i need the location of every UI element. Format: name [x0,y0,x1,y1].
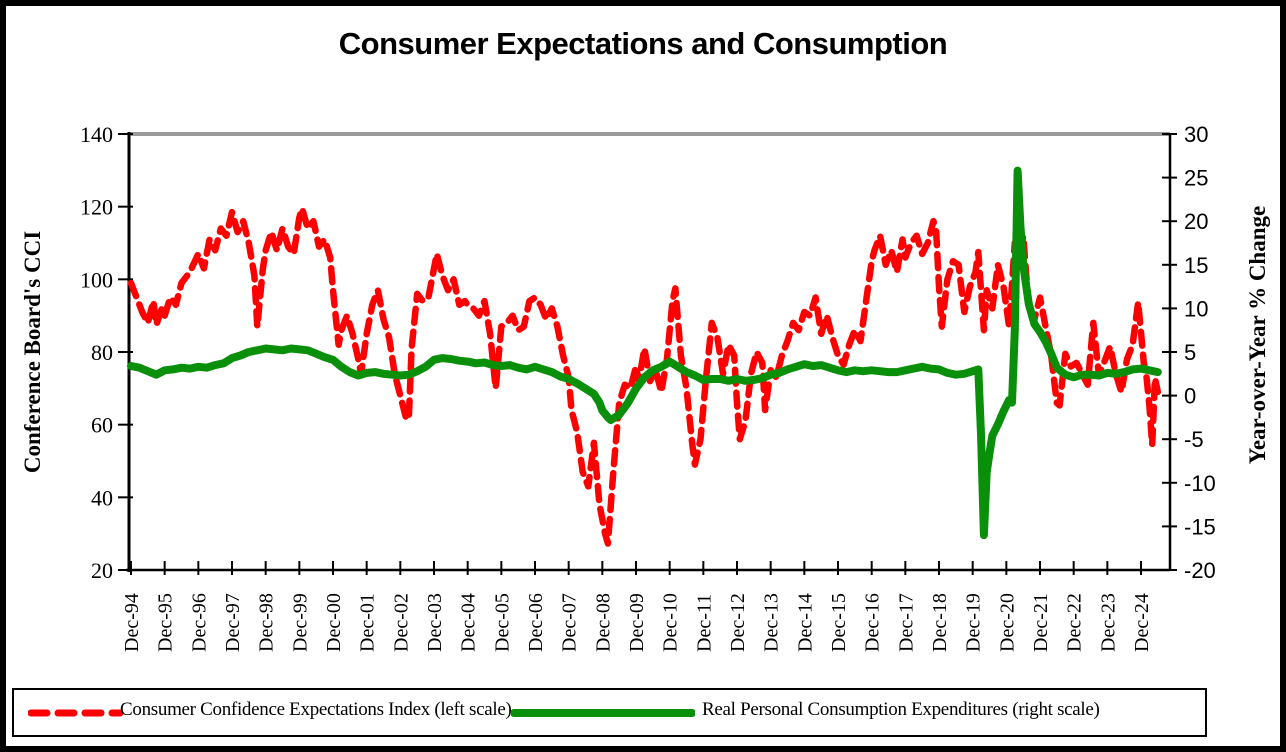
svg-text:Dec-95: Dec-95 [155,593,177,652]
svg-text:0: 0 [1184,384,1196,409]
svg-text:100: 100 [80,267,113,292]
green-solid-line-sample [511,709,695,717]
svg-text:Dec-22: Dec-22 [1064,593,1086,652]
svg-text:20: 20 [1184,209,1208,234]
svg-text:Dec-04: Dec-04 [458,593,480,652]
svg-text:20: 20 [91,558,113,583]
svg-text:120: 120 [80,195,113,220]
svg-text:Dec-06: Dec-06 [525,593,547,652]
svg-text:Dec-12: Dec-12 [727,593,749,652]
svg-text:140: 140 [80,122,113,147]
svg-text:Dec-02: Dec-02 [390,593,412,652]
svg-text:Dec-16: Dec-16 [862,593,884,652]
svg-text:Dec-13: Dec-13 [761,593,783,652]
svg-text:Dec-98: Dec-98 [256,593,278,652]
svg-text:80: 80 [91,340,113,365]
svg-text:25: 25 [1184,166,1208,191]
legend-label-cci: Consumer Confidence Expectations Index (… [120,699,512,720]
svg-text:-5: -5 [1184,427,1204,452]
svg-text:Dec-99: Dec-99 [289,593,311,652]
svg-text:Dec-21: Dec-21 [1030,593,1052,652]
svg-text:-20: -20 [1184,558,1216,583]
svg-text:Dec-01: Dec-01 [357,593,379,652]
svg-text:Dec-05: Dec-05 [491,593,513,652]
svg-text:Dec-00: Dec-00 [323,593,345,652]
svg-text:Dec-03: Dec-03 [424,593,446,652]
svg-text:Dec-09: Dec-09 [626,593,648,652]
svg-text:Dec-14: Dec-14 [794,593,816,652]
svg-text:Dec-08: Dec-08 [592,593,614,652]
svg-text:Dec-17: Dec-17 [895,593,917,652]
svg-text:-10: -10 [1184,471,1216,496]
legend-label-pce: Real Personal Consumption Expenditures (… [702,699,1100,720]
svg-text:Dec-23: Dec-23 [1097,593,1119,652]
red-dashed-line-sample [28,709,123,717]
chart-title: Consumer Expectations and Consumption [338,26,948,61]
svg-text:Dec-97: Dec-97 [222,593,244,652]
right-axis-title: Year-over-Year % Change [1245,205,1270,465]
svg-text:40: 40 [91,485,113,510]
svg-text:Dec-15: Dec-15 [828,593,850,652]
svg-text:30: 30 [1184,122,1208,147]
svg-text:Dec-96: Dec-96 [188,593,210,652]
svg-text:Dec-20: Dec-20 [996,593,1018,652]
svg-text:Dec-07: Dec-07 [559,593,581,652]
svg-text:5: 5 [1184,340,1196,365]
svg-text:Dec-11: Dec-11 [693,594,715,652]
svg-text:Dec-24: Dec-24 [1131,593,1153,652]
svg-text:15: 15 [1184,253,1208,278]
legend: Consumer Confidence Expectations Index (… [12,688,1207,737]
svg-text:Dec-94: Dec-94 [121,593,143,652]
svg-text:60: 60 [91,413,113,438]
svg-text:10: 10 [1184,296,1208,321]
left-axis-title: Conference Board's CCI [20,230,45,474]
svg-text:-15: -15 [1184,514,1216,539]
svg-text:Dec-10: Dec-10 [660,593,682,652]
svg-text:Dec-19: Dec-19 [963,593,985,652]
svg-text:Dec-18: Dec-18 [929,593,951,652]
